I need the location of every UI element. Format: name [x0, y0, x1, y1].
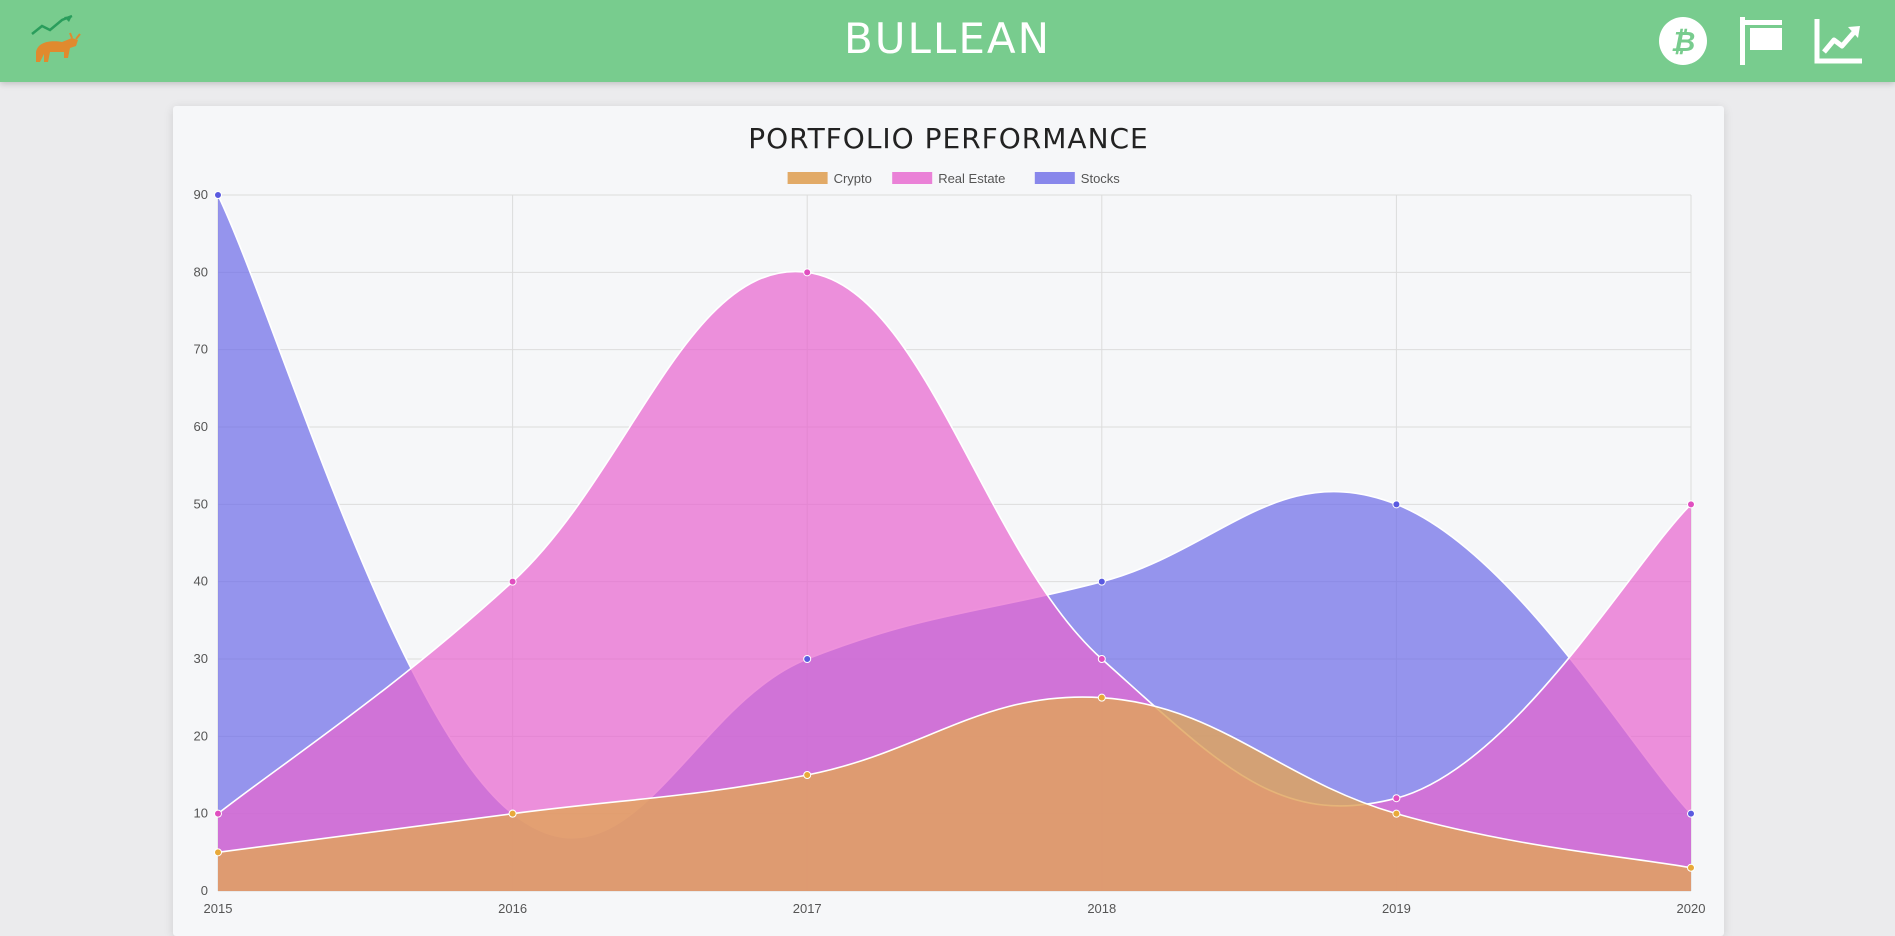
top-navigation-bar: BULLEAN ₿: [0, 0, 1895, 82]
stocks-point[interactable]: [1392, 500, 1401, 509]
real-estate-point[interactable]: [508, 577, 517, 586]
real-estate-line: [217, 270, 1692, 815]
stocks-point[interactable]: [1687, 809, 1695, 818]
legend-label: Real Estate: [938, 171, 1005, 186]
x-tick-label: 2018: [1087, 901, 1116, 916]
real-estate-sign-icon[interactable]: [1734, 14, 1788, 68]
real-estate-point[interactable]: [1097, 655, 1106, 663]
legend-item-real-estate[interactable]: Real Estate: [892, 171, 1005, 186]
y-tick-label: 80: [194, 264, 208, 279]
chart-series-areas: [217, 194, 1692, 891]
y-tick-label: 60: [194, 419, 208, 434]
stocks-point[interactable]: [1097, 577, 1106, 586]
legend-item-stocks[interactable]: Stocks: [1034, 171, 1121, 186]
chart-legend: Crypto Real Estate Stocks: [787, 171, 1121, 186]
x-tick-label: 2019: [1382, 901, 1411, 916]
stocks-chart-icon[interactable]: [1812, 14, 1866, 68]
stocks-point[interactable]: [803, 655, 812, 663]
real-estate-point[interactable]: [1392, 794, 1401, 803]
chart-title: PORTFOLIO PERFORMANCE: [748, 122, 1149, 155]
legend-swatch: [1034, 172, 1075, 184]
crypto-area: [218, 697, 1691, 891]
y-tick-label: 10: [194, 806, 208, 821]
real-estate-point[interactable]: [1687, 500, 1695, 509]
x-tick-label: 2017: [793, 901, 822, 916]
y-tick-label: 20: [194, 728, 208, 743]
portfolio-area-chart: 0 10 20 30 40 50 60 70 80 90 2015 2016 2017 2018 2019…: [194, 171, 1706, 916]
crypto-point[interactable]: [508, 809, 517, 818]
stocks-point[interactable]: [214, 191, 222, 199]
x-tick-label: 2016: [498, 901, 527, 916]
portfolio-chart-card: PORTFOLIO PERFORMANCE 0 10 20 30 40 50 60 70 80 9…: [173, 106, 1724, 936]
y-tick-label: 0: [201, 883, 208, 898]
stocks-area: [218, 195, 1691, 891]
crypto-point[interactable]: [1097, 693, 1106, 702]
crypto-point[interactable]: [803, 771, 812, 779]
chart-series-points: [214, 191, 1695, 872]
legend-swatch: [787, 172, 828, 184]
app-brand-title: BULLEAN: [843, 14, 1052, 63]
x-axis: 2015 2016 2017 2018 2019 2020: [204, 901, 1706, 916]
legend-label: Stocks: [1081, 171, 1121, 186]
y-axis: 0 10 20 30 40 50 60 70 80 90: [194, 187, 208, 898]
y-tick-label: 50: [194, 496, 208, 511]
legend-swatch: [892, 172, 933, 184]
crypto-point[interactable]: [1392, 809, 1401, 818]
real-estate-point[interactable]: [214, 809, 222, 818]
crypto-line: [217, 696, 1692, 869]
legend-item-crypto[interactable]: Crypto: [787, 171, 872, 186]
bitcoin-icon[interactable]: ₿: [1656, 14, 1710, 68]
real-estate-point[interactable]: [803, 268, 812, 277]
legend-label: Crypto: [834, 171, 872, 186]
bull-logo-icon[interactable]: [28, 14, 84, 70]
y-tick-label: 30: [194, 651, 208, 666]
x-tick-label: 2015: [204, 901, 233, 916]
y-tick-label: 40: [194, 574, 208, 589]
svg-text:₿: ₿: [1671, 25, 1696, 58]
crypto-point[interactable]: [1687, 863, 1695, 872]
x-tick-label: 2020: [1677, 901, 1706, 916]
crypto-point[interactable]: [214, 848, 222, 857]
y-tick-label: 70: [194, 342, 208, 357]
real-estate-area: [218, 271, 1691, 891]
y-tick-label: 90: [194, 187, 208, 202]
